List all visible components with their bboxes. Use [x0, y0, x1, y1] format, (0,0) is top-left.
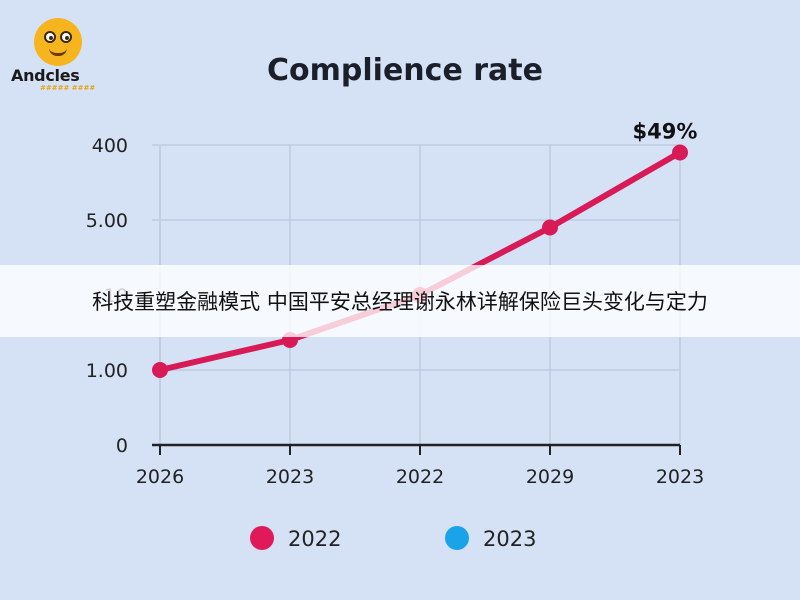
data-point: [542, 219, 558, 236]
x-tick-label: 2029: [526, 466, 574, 488]
chart-title: Complience rate: [267, 53, 543, 88]
x-tick-label: 2022: [396, 466, 444, 488]
legend-label: 2023: [483, 527, 536, 551]
y-tick-label: 1.00: [86, 360, 128, 382]
y-tick-label: 5.00: [86, 210, 128, 232]
data-point: [672, 144, 688, 161]
data-annotation: $49%: [633, 120, 698, 144]
smiley-face-icon: [34, 18, 82, 66]
x-tick-label: 2026: [136, 466, 184, 488]
legend-swatch: [250, 526, 274, 550]
logo-wordmark: Andcles: [11, 66, 80, 85]
chart-legend: 2022 2023: [250, 526, 536, 551]
x-tick-label: 2023: [266, 466, 314, 488]
legend-label: 2022: [288, 527, 341, 551]
headline-banner: 科技重塑金融模式 中国平安总经理谢永林详解保险巨头变化与定力: [0, 265, 800, 337]
y-tick-label: 0: [116, 435, 128, 457]
headline-text: 科技重塑金融模式 中国平安总经理谢永林详解保险巨头变化与定力: [92, 290, 708, 314]
y-tick-label: 400: [92, 135, 128, 157]
legend-swatch: [445, 526, 469, 550]
logo-tagline: ##### ####: [40, 84, 96, 92]
data-point: [152, 362, 168, 378]
x-tick-label: 2023: [656, 466, 704, 488]
brand-logo: Andcles ##### ####: [6, 14, 106, 92]
chart-series: $49%: [152, 120, 698, 378]
